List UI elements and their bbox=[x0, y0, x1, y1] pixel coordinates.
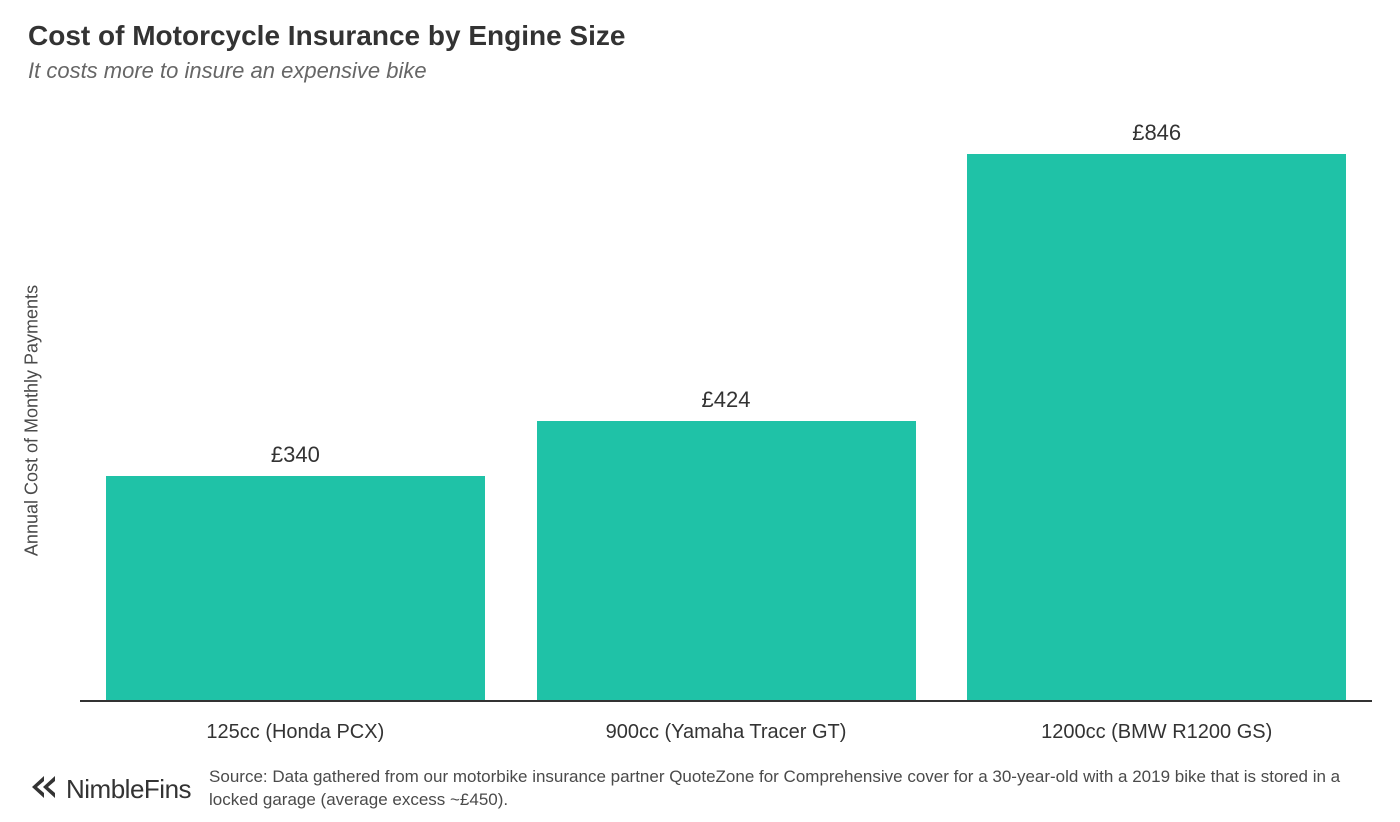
chart-plot-area: £340 £424 £846 bbox=[80, 120, 1372, 702]
x-axis-category-label: 125cc (Honda PCX) bbox=[80, 721, 511, 744]
chart-footer: NimbleFins Source: Data gathered from ou… bbox=[28, 766, 1372, 812]
chevron-left-icon bbox=[28, 773, 58, 806]
bar-value-label: £340 bbox=[271, 442, 320, 468]
bar-slot: £846 bbox=[941, 120, 1372, 700]
bar-plot: £340 £424 £846 bbox=[80, 120, 1372, 702]
chart-container: Cost of Motorcycle Insurance by Engine S… bbox=[0, 0, 1400, 822]
bar bbox=[537, 421, 916, 700]
brand-logo: NimbleFins bbox=[28, 773, 191, 806]
bar bbox=[106, 476, 485, 700]
bar-slot: £340 bbox=[80, 120, 511, 700]
x-axis-category-label: 1200cc (BMW R1200 GS) bbox=[941, 721, 1372, 744]
y-axis-label: Annual Cost of Monthly Payments bbox=[22, 285, 43, 556]
chart-title: Cost of Motorcycle Insurance by Engine S… bbox=[28, 20, 1372, 52]
bar-slot: £424 bbox=[511, 120, 942, 700]
x-axis-category-label: 900cc (Yamaha Tracer GT) bbox=[511, 721, 942, 744]
bar-value-label: £846 bbox=[1132, 120, 1181, 146]
source-text: Source: Data gathered from our motorbike… bbox=[209, 766, 1372, 812]
chart-subtitle: It costs more to insure an expensive bik… bbox=[28, 58, 1372, 84]
x-axis-labels: 125cc (Honda PCX)900cc (Yamaha Tracer GT… bbox=[80, 721, 1372, 744]
bar-value-label: £424 bbox=[702, 387, 751, 413]
bar bbox=[967, 154, 1346, 700]
brand-logo-text: NimbleFins bbox=[66, 774, 191, 805]
